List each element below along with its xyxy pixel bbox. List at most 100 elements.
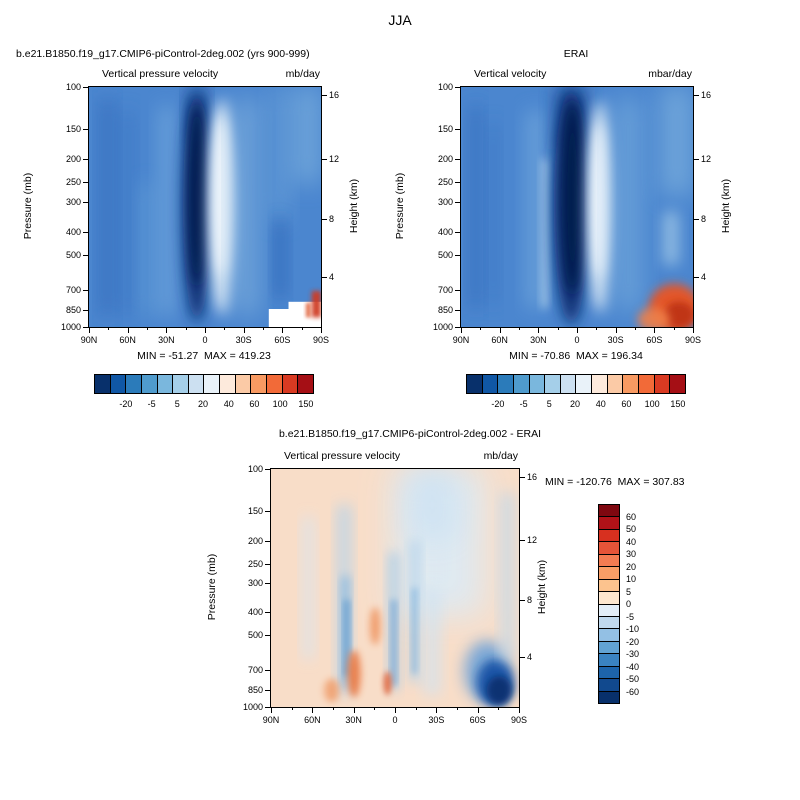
colorbar-label: -5	[626, 611, 635, 622]
tick-mark	[538, 327, 540, 333]
tick-label: 400	[65, 226, 81, 237]
tick-label: 500	[247, 630, 263, 641]
colorbar-cell	[599, 640, 619, 654]
tick-mark	[265, 670, 271, 672]
colorbar-label: 150	[298, 399, 314, 409]
tick-mark	[321, 219, 327, 220]
pressure-axis-title: Pressure (mb)	[22, 172, 34, 240]
min-max-stats: MIN = -120.76 MAX = 307.83	[545, 476, 685, 488]
tick-mark	[265, 563, 271, 565]
tick-label: 16	[701, 90, 712, 101]
tick-label: 8	[527, 594, 533, 605]
colorbar-cell	[622, 375, 639, 393]
tick-label: 200	[65, 154, 81, 165]
tick-label: 90S	[510, 715, 528, 725]
tick-label: 90N	[452, 335, 470, 345]
tick-label: 300	[437, 196, 453, 207]
tick-label: 60S	[274, 335, 291, 345]
tick-mark	[243, 327, 245, 333]
tick-label: 30N	[345, 715, 362, 725]
colorbar-labels: -20 -5 5 20 40 60 100 150	[466, 394, 686, 410]
tick-label: 60N	[119, 335, 136, 345]
units-label: mb/day	[285, 68, 320, 80]
colorbar-cell	[599, 603, 619, 616]
tick-mark	[265, 510, 271, 512]
contour-field	[461, 87, 693, 327]
colorbar-label: 40	[223, 399, 234, 409]
tick-mark	[693, 95, 699, 97]
tick-mark	[415, 707, 417, 710]
plot-subheader: Vertical pressure velocity mb/day	[270, 450, 518, 462]
tick-mark	[596, 327, 598, 330]
colorbar-cell	[599, 528, 619, 542]
tick-label: 700	[65, 284, 81, 295]
colorbar-cells	[466, 374, 686, 394]
colorbar-cell	[95, 375, 110, 393]
tick-mark	[519, 599, 525, 601]
tick-label: 4	[329, 271, 335, 282]
tick-label: 60S	[469, 715, 486, 725]
tick-label: 300	[65, 196, 81, 207]
colorbar-cell	[219, 375, 235, 393]
colorbar-label: -40	[626, 661, 640, 672]
tick-mark	[321, 327, 322, 333]
tick-label: 500	[437, 249, 453, 260]
tick-mark	[265, 635, 271, 637]
min-max-stats: MIN = -70.86 MAX = 196.34	[509, 350, 643, 362]
tick-mark	[83, 201, 89, 203]
tick-label: 12	[527, 535, 538, 546]
colorbar-cell	[497, 375, 513, 393]
height-axis-title: Height (km)	[720, 178, 732, 234]
colorbar-cell	[669, 375, 685, 393]
colorbar-cell	[599, 628, 619, 641]
tick-mark	[83, 254, 89, 256]
colorbar-label: -5	[519, 399, 528, 409]
tick-label: 400	[437, 226, 453, 237]
colorbar-cells	[598, 504, 620, 704]
tick-label: 8	[701, 214, 707, 224]
tick-mark	[83, 87, 89, 88]
tick-label: 16	[527, 472, 538, 483]
colorbar-cell	[599, 566, 619, 579]
colorbar-label: 5	[626, 586, 632, 597]
tick-mark	[83, 129, 89, 131]
colorbar-cell	[653, 375, 670, 393]
tick-label: 0	[202, 335, 208, 345]
tick-mark	[89, 327, 90, 333]
contour-plot: 100 150 200 250 300 400 500 700 850 1000 90N 60N 30N…	[243, 464, 537, 725]
tick-label: 90S	[684, 335, 702, 345]
figure-title: JJA	[388, 12, 412, 28]
tick-mark	[282, 327, 284, 333]
tick-mark	[519, 657, 525, 659]
tick-mark	[455, 310, 461, 312]
tick-mark	[693, 219, 699, 220]
colorbar-label: 100	[644, 399, 660, 409]
tick-mark	[321, 95, 327, 97]
colorbar-cell	[156, 375, 173, 393]
colorbar-label: 20	[626, 561, 637, 572]
tick-label: 0	[392, 715, 398, 725]
colorbar-cell	[599, 690, 619, 703]
tick-mark	[265, 469, 271, 470]
tick-mark	[83, 289, 89, 291]
colorbar-labels: 60 50 40 30 20 10 5 0 -5 -10 -20 -30 -40 -50 -60	[620, 504, 654, 704]
colorbar-cell	[528, 375, 545, 393]
colorbar-label: 0	[626, 599, 632, 609]
colorbar-cell	[140, 375, 157, 393]
tick-label: 90S	[312, 335, 330, 345]
tick-mark	[321, 276, 327, 278]
colorbar-cell	[512, 375, 529, 393]
colorbar-label: 60	[621, 399, 632, 409]
tick-label: 850	[65, 305, 81, 316]
tick-label: 150	[247, 505, 263, 516]
tick-mark	[333, 707, 334, 710]
tick-mark	[83, 159, 89, 161]
panel-erai: ERAI Vertical velocity mbar/day Pressure…	[382, 44, 744, 424]
colorbar-labels: -20 -5 5 20 40 60 100 150	[94, 394, 314, 410]
colorbar-label: 60	[626, 511, 637, 522]
field-label: Vertical pressure velocity	[102, 68, 219, 80]
colorbar-label: 30	[626, 549, 637, 559]
tick-mark	[265, 690, 271, 692]
tick-mark	[519, 477, 525, 479]
